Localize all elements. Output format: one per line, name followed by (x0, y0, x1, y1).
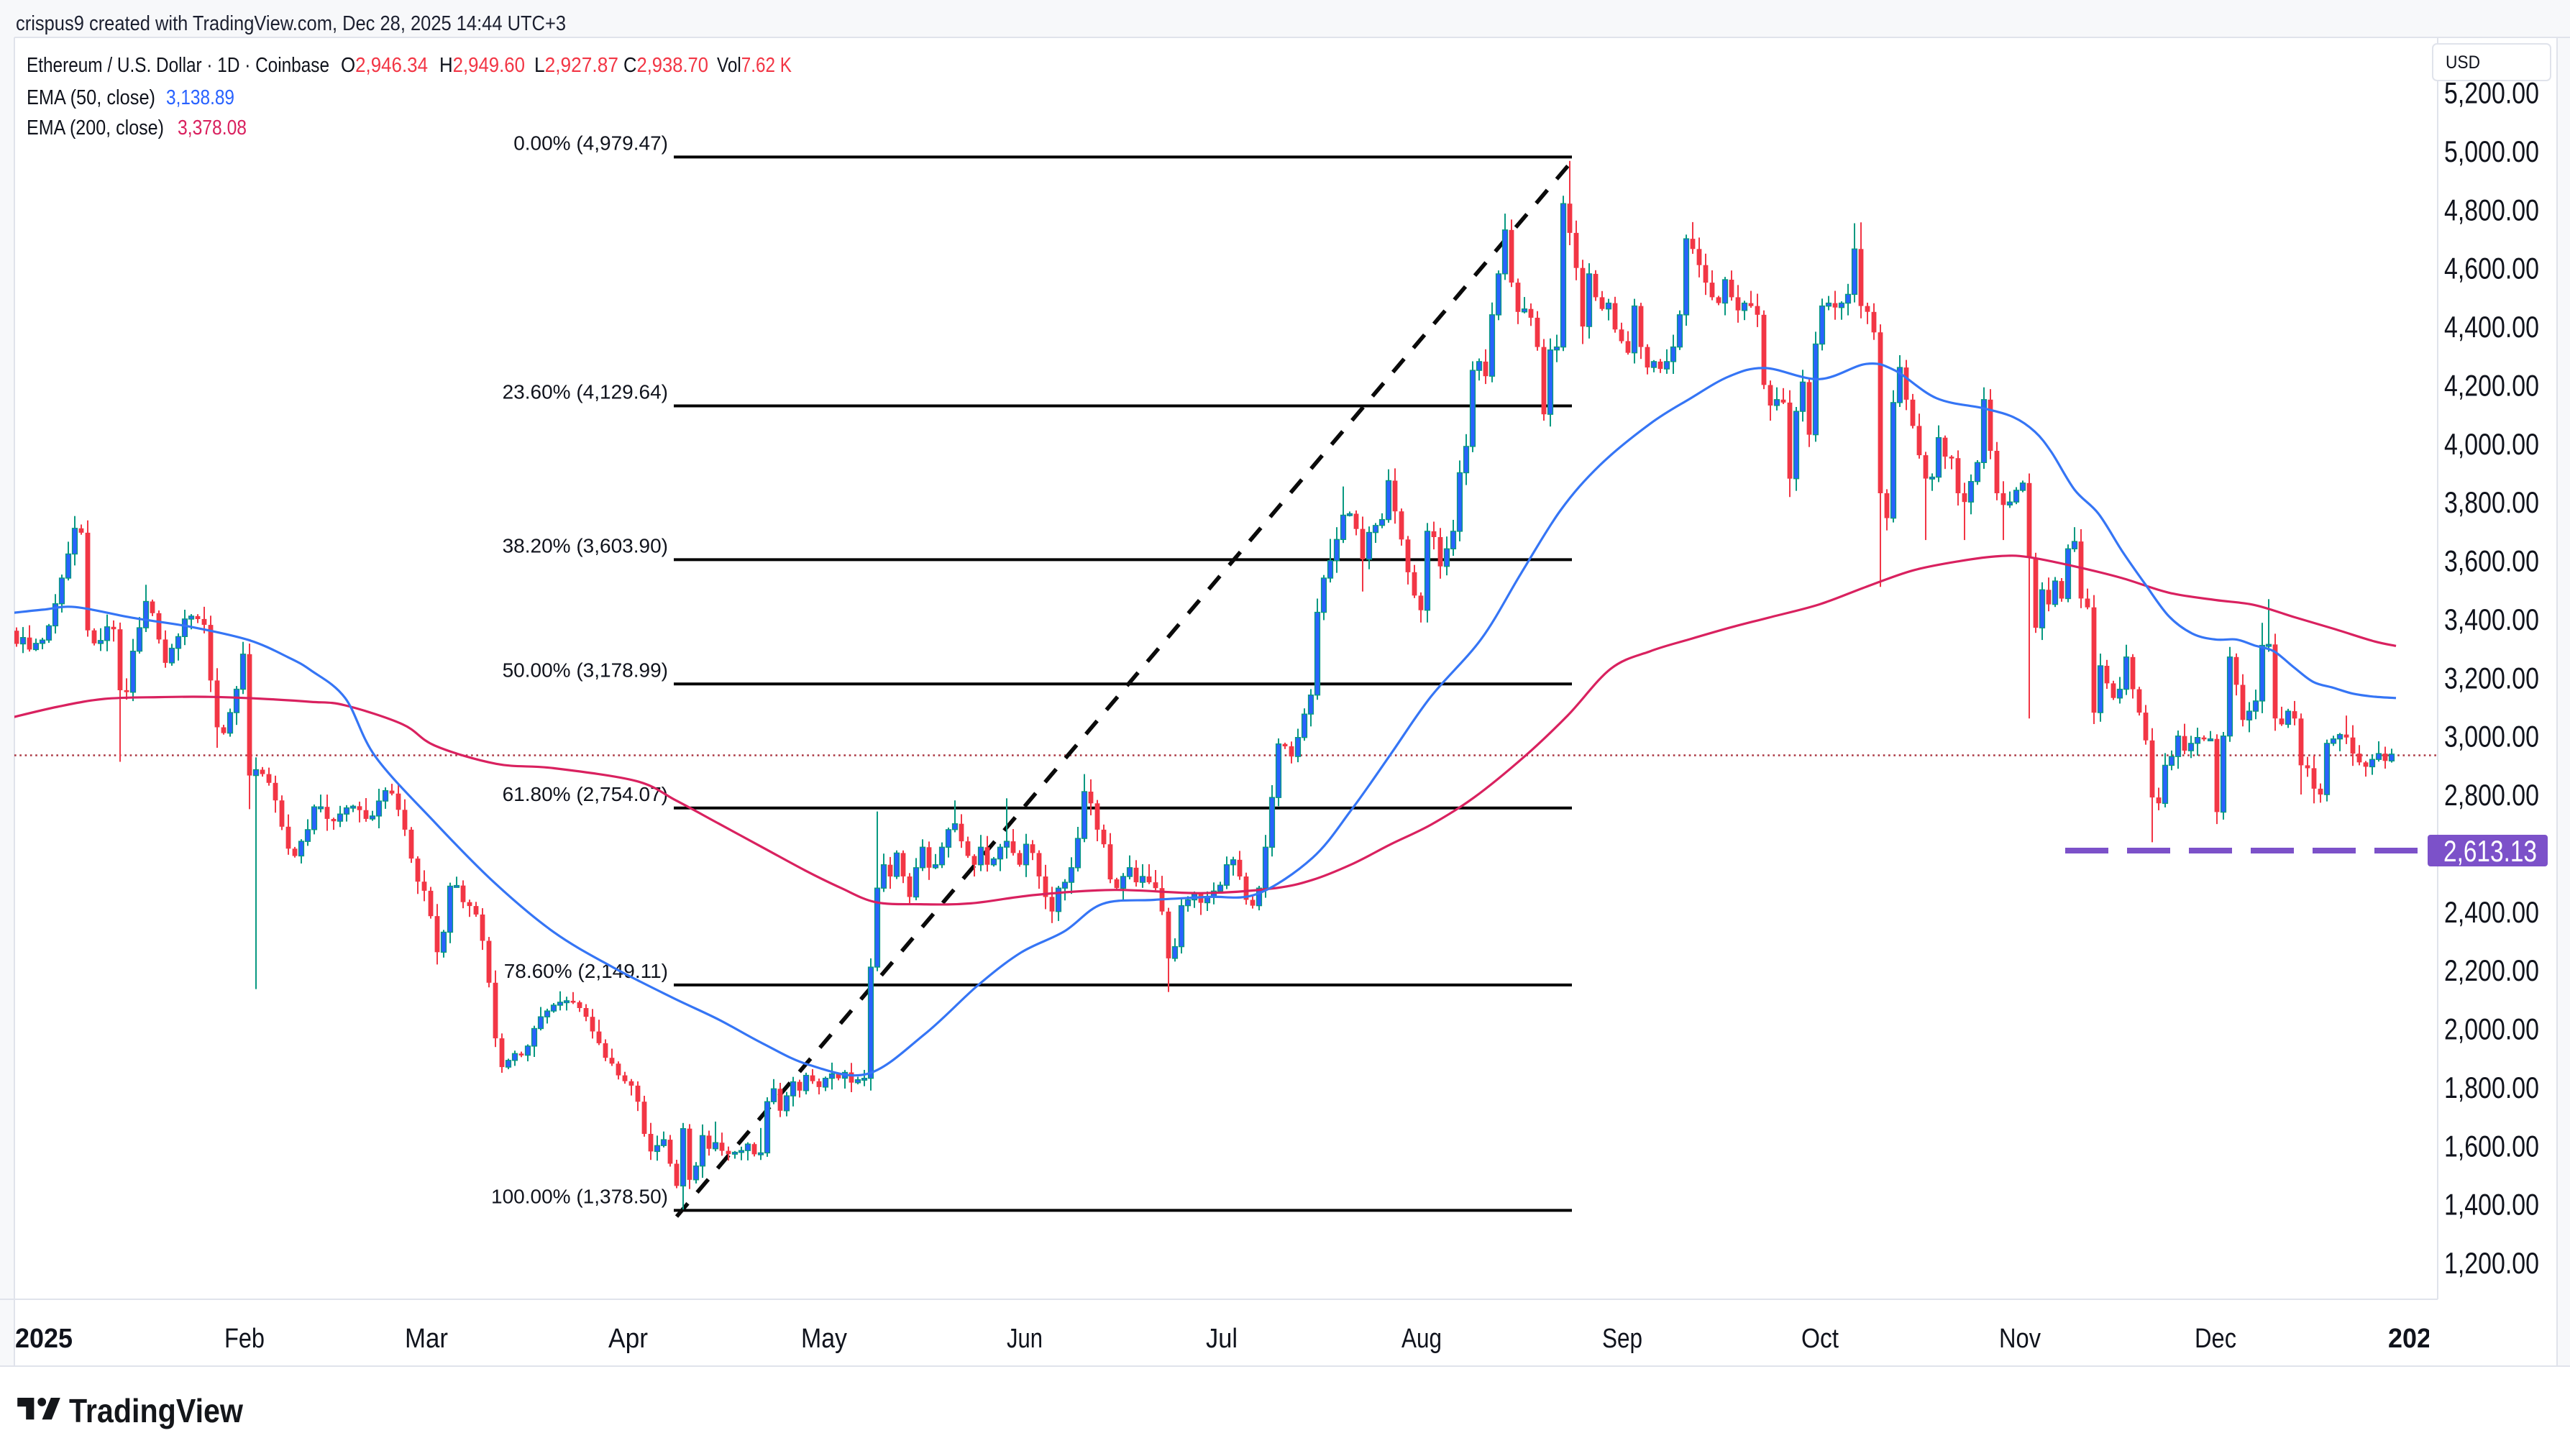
svg-text:Apr: Apr (608, 1324, 648, 1354)
svg-text:L2,927.87: L2,927.87 (534, 54, 618, 77)
svg-text:3,800.00: 3,800.00 (2444, 485, 2539, 519)
svg-text:4,600.00: 4,600.00 (2444, 252, 2539, 285)
svg-text:EMA (200, close): EMA (200, close) (27, 116, 164, 139)
svg-text:2,800.00: 2,800.00 (2444, 778, 2539, 812)
svg-text:3,138.89: 3,138.89 (166, 86, 234, 109)
svg-text:2,613.13: 2,613.13 (2443, 834, 2537, 868)
svg-text:2025: 2025 (15, 1324, 73, 1354)
svg-text:TradingView: TradingView (69, 1392, 243, 1429)
svg-text:O2,946.34: O2,946.34 (341, 54, 428, 77)
svg-text:3,200.00: 3,200.00 (2444, 661, 2539, 695)
svg-text:3,400.00: 3,400.00 (2444, 603, 2539, 636)
svg-text:Feb: Feb (224, 1324, 265, 1354)
svg-text:USD: USD (2446, 52, 2480, 73)
svg-text:2,000.00: 2,000.00 (2444, 1012, 2539, 1046)
svg-text:3,600.00: 3,600.00 (2444, 544, 2539, 578)
svg-text:2026: 2026 (2388, 1324, 2446, 1354)
svg-text:4,200.00: 4,200.00 (2444, 369, 2539, 403)
svg-text:Aug: Aug (1401, 1324, 1442, 1354)
svg-text:23.60% (4,129.64): 23.60% (4,129.64) (503, 381, 668, 403)
svg-text:1,600.00: 1,600.00 (2444, 1129, 2539, 1163)
svg-text:Jul: Jul (1206, 1324, 1238, 1354)
svg-text:Ethereum / U.S. Dollar · 1D ·: Ethereum / U.S. Dollar · 1D · Coinbase (27, 54, 329, 77)
svg-text:Mar: Mar (405, 1324, 448, 1354)
svg-text:Jun: Jun (1007, 1324, 1043, 1354)
svg-text:2,200.00: 2,200.00 (2444, 953, 2539, 987)
svg-text:Vol7.62 K: Vol7.62 K (717, 54, 792, 77)
svg-text:5,000.00: 5,000.00 (2444, 134, 2539, 168)
svg-text:2,400.00: 2,400.00 (2444, 895, 2539, 929)
svg-text:4,800.00: 4,800.00 (2444, 193, 2539, 226)
svg-text:Dec: Dec (2195, 1324, 2236, 1354)
svg-text:50.00% (3,178.99): 50.00% (3,178.99) (503, 659, 668, 681)
svg-text:78.60% (2,149.11): 78.60% (2,149.11) (504, 960, 668, 982)
svg-text:Sep: Sep (1602, 1324, 1642, 1354)
svg-text:Nov: Nov (1999, 1324, 2041, 1354)
svg-text:100.00% (1,378.50): 100.00% (1,378.50) (491, 1185, 668, 1207)
svg-text:0.00% (4,979.47): 0.00% (4,979.47) (513, 132, 668, 154)
svg-text:61.80% (2,754.07): 61.80% (2,754.07) (503, 783, 668, 805)
svg-text:38.20% (3,603.90): 38.20% (3,603.90) (503, 534, 668, 557)
svg-text:C2,938.70: C2,938.70 (623, 54, 708, 77)
svg-text:May: May (801, 1324, 847, 1354)
svg-text:1,400.00: 1,400.00 (2444, 1188, 2539, 1222)
svg-text:3,000.00: 3,000.00 (2444, 720, 2539, 754)
svg-text:EMA (50, close): EMA (50, close) (27, 86, 155, 109)
svg-text:1,200.00: 1,200.00 (2444, 1246, 2539, 1280)
svg-text:1,800.00: 1,800.00 (2444, 1071, 2539, 1104)
svg-text:4,000.00: 4,000.00 (2444, 427, 2539, 461)
svg-text:crispus9 created with TradingV: crispus9 created with TradingView.com, D… (16, 12, 566, 35)
svg-text:5,200.00: 5,200.00 (2444, 76, 2539, 110)
svg-text:Oct: Oct (1801, 1324, 1839, 1354)
svg-text:4,400.00: 4,400.00 (2444, 310, 2539, 344)
svg-text:H2,949.60: H2,949.60 (439, 54, 525, 77)
svg-text:3,378.08: 3,378.08 (178, 116, 247, 139)
